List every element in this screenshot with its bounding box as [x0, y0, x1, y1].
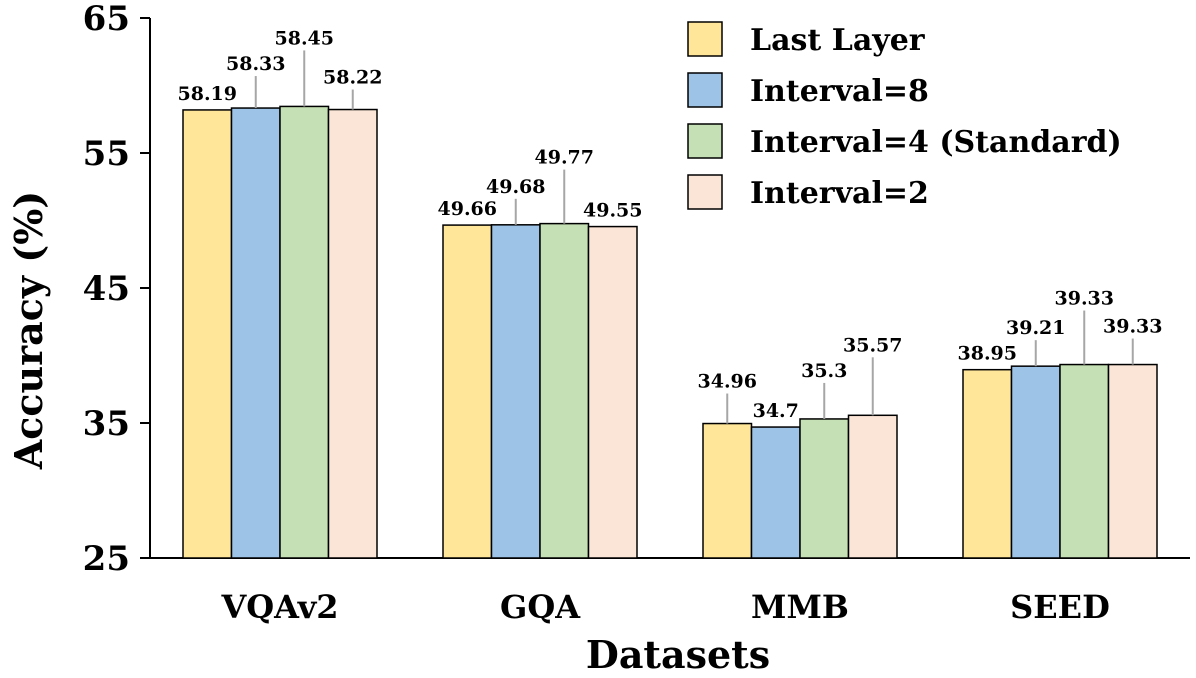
bar — [442, 224, 493, 559]
bar — [1107, 363, 1158, 559]
x-tick-label: VQAv2 — [220, 588, 338, 626]
data-label: 39.33 — [1103, 316, 1163, 338]
x-axis-title: Datasets — [586, 632, 770, 677]
legend-swatch — [687, 72, 723, 108]
data-label: 58.19 — [178, 83, 238, 105]
data-label: 58.22 — [323, 67, 383, 89]
data-label: 58.33 — [226, 53, 286, 75]
bar — [847, 414, 898, 559]
bar — [799, 418, 850, 559]
bar — [1059, 363, 1110, 559]
data-label: 34.7 — [753, 400, 799, 422]
legend-label: Interval=4 (Standard) — [750, 125, 1122, 160]
y-axis: 25 35 45 55 65 — [83, 0, 151, 579]
bar — [230, 107, 281, 559]
legend-label: Last Layer — [750, 23, 926, 58]
bar — [962, 368, 1013, 559]
bar — [587, 225, 638, 559]
legend-swatch — [687, 174, 723, 210]
data-label: 35.57 — [843, 334, 903, 356]
data-label: 58.45 — [275, 27, 335, 49]
x-tick-label: GQA — [500, 588, 581, 626]
legend: Last Layer Interval=8 Interval=4 (Standard… — [687, 21, 1122, 211]
legend-label: Interval=2 — [750, 176, 929, 211]
data-label: 35.3 — [801, 360, 847, 382]
data-label: 38.95 — [958, 343, 1018, 365]
legend-swatch — [687, 21, 723, 57]
legend-label: Interval=8 — [750, 74, 929, 109]
data-label: 49.77 — [535, 147, 595, 169]
y-tick-label: 55 — [83, 134, 130, 174]
legend-swatch — [687, 123, 723, 159]
x-axis: VQAv2 GQA MMB SEED — [150, 557, 1190, 626]
x-tick-label: MMB — [751, 588, 849, 626]
data-label: 49.68 — [486, 176, 546, 198]
data-label: 39.33 — [1055, 288, 1115, 310]
bar — [750, 426, 801, 559]
bar — [1010, 365, 1061, 559]
y-axis-title: Accuracy (%) — [6, 191, 51, 471]
x-tick-label: SEED — [1010, 588, 1110, 626]
bar — [279, 105, 330, 559]
bar — [702, 422, 753, 559]
data-label: 49.55 — [583, 200, 643, 222]
bar — [182, 109, 233, 559]
y-tick-label: 25 — [83, 539, 130, 579]
bars — [182, 105, 1158, 559]
bar — [490, 224, 541, 559]
data-label: 49.66 — [438, 198, 498, 220]
data-label: 34.96 — [698, 371, 758, 393]
data-label: 39.21 — [1006, 317, 1066, 339]
y-tick-label: 45 — [83, 269, 130, 309]
bar — [327, 108, 378, 559]
y-tick-label: 65 — [83, 0, 130, 39]
bar — [539, 222, 590, 559]
y-tick-label: 35 — [83, 404, 130, 444]
